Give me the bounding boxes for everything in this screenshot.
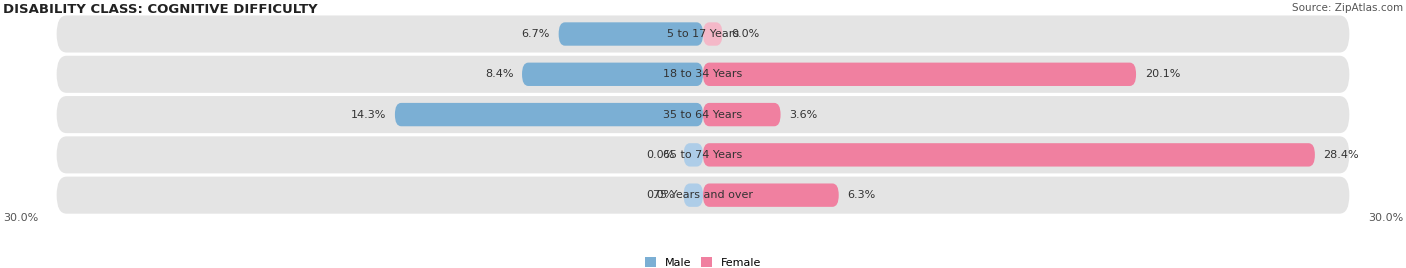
Text: 5 to 17 Years: 5 to 17 Years — [666, 29, 740, 39]
FancyBboxPatch shape — [558, 22, 703, 46]
Text: 20.1%: 20.1% — [1144, 69, 1180, 79]
FancyBboxPatch shape — [56, 96, 1350, 133]
FancyBboxPatch shape — [683, 143, 703, 166]
Legend: Male, Female: Male, Female — [645, 257, 761, 268]
FancyBboxPatch shape — [395, 103, 703, 126]
FancyBboxPatch shape — [703, 103, 780, 126]
FancyBboxPatch shape — [56, 177, 1350, 214]
Text: 75 Years and over: 75 Years and over — [652, 190, 754, 200]
Text: 0.0%: 0.0% — [647, 190, 675, 200]
FancyBboxPatch shape — [703, 184, 839, 207]
Text: 0.0%: 0.0% — [731, 29, 759, 39]
FancyBboxPatch shape — [56, 16, 1350, 53]
FancyBboxPatch shape — [703, 22, 723, 46]
Text: 14.3%: 14.3% — [352, 110, 387, 120]
Text: 35 to 64 Years: 35 to 64 Years — [664, 110, 742, 120]
Text: Source: ZipAtlas.com: Source: ZipAtlas.com — [1292, 3, 1403, 13]
FancyBboxPatch shape — [683, 184, 703, 207]
FancyBboxPatch shape — [522, 63, 703, 86]
FancyBboxPatch shape — [56, 136, 1350, 173]
Text: 3.6%: 3.6% — [789, 110, 817, 120]
Text: 30.0%: 30.0% — [3, 213, 38, 222]
Text: DISABILITY CLASS: COGNITIVE DIFFICULTY: DISABILITY CLASS: COGNITIVE DIFFICULTY — [3, 3, 318, 16]
FancyBboxPatch shape — [56, 56, 1350, 93]
Text: 18 to 34 Years: 18 to 34 Years — [664, 69, 742, 79]
Text: 65 to 74 Years: 65 to 74 Years — [664, 150, 742, 160]
FancyBboxPatch shape — [703, 143, 1315, 166]
Text: 6.3%: 6.3% — [848, 190, 876, 200]
Text: 0.0%: 0.0% — [647, 150, 675, 160]
Text: 8.4%: 8.4% — [485, 69, 513, 79]
FancyBboxPatch shape — [703, 63, 1136, 86]
Text: 28.4%: 28.4% — [1323, 150, 1360, 160]
Text: 6.7%: 6.7% — [522, 29, 550, 39]
Text: 30.0%: 30.0% — [1368, 213, 1403, 222]
